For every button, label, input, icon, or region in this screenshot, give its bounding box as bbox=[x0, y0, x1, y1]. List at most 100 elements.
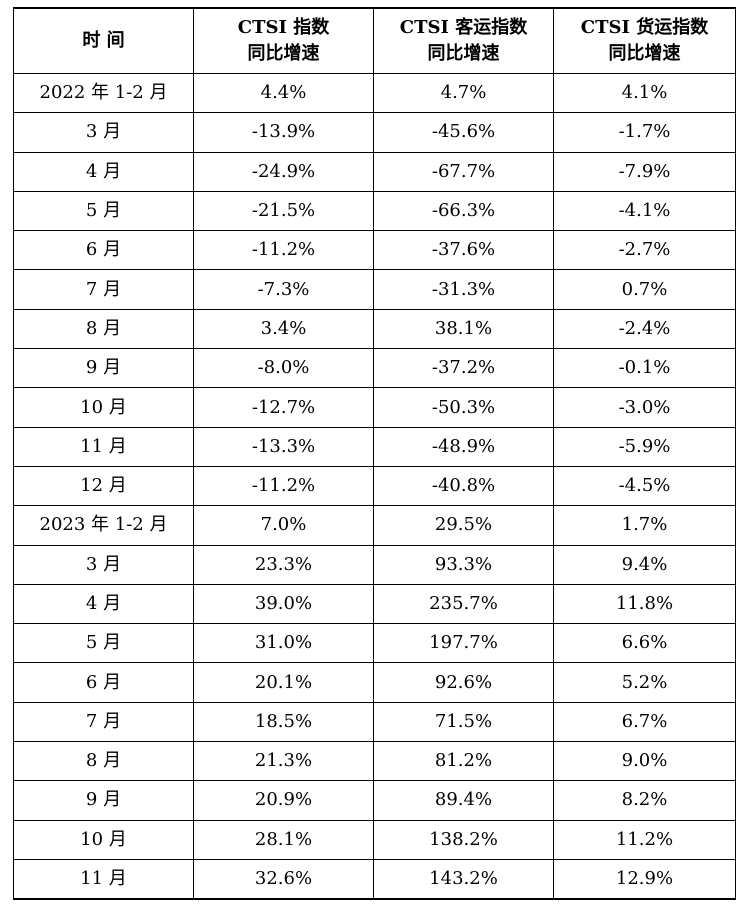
ctsi-index-growth-cell: -21.5% bbox=[193, 190, 374, 232]
passenger-index-growth-cell: -37.2% bbox=[373, 348, 554, 389]
table-row: 10 月 -12.7% -50.3% -3.0% bbox=[13, 387, 736, 428]
table-header: 时 间 CTSI 指数 同比增速 CTSI 客运指数 同比增速 CTSI 货运指数 同比增速 bbox=[13, 7, 736, 74]
period-cell: 5 月 bbox=[13, 190, 194, 232]
period-cell: 3 月 bbox=[13, 544, 194, 585]
freight-index-growth-cell: 9.0% bbox=[553, 741, 736, 782]
passenger-index-growth-cell: -48.9% bbox=[373, 426, 554, 467]
column-header-line: CTSI 客运指数 bbox=[399, 17, 528, 38]
ctsi-index-growth-cell: 23.3% bbox=[193, 544, 374, 585]
freight-index-growth-cell: -7.9% bbox=[553, 151, 736, 192]
freight-index-growth-cell: 1.7% bbox=[553, 505, 736, 546]
passenger-index-growth-cell: 93.3% bbox=[373, 544, 554, 585]
ctsi-index-growth-cell: -13.9% bbox=[193, 112, 374, 153]
period-cell: 5 月 bbox=[13, 623, 194, 664]
passenger-index-growth-cell: 38.1% bbox=[373, 308, 554, 350]
freight-index-growth-cell: 6.7% bbox=[553, 701, 736, 743]
column-header-line: 同比增速 bbox=[608, 43, 681, 64]
header-row: 时 间 CTSI 指数 同比增速 CTSI 客运指数 同比增速 CTSI 货运指数 同比增速 bbox=[13, 7, 736, 74]
table-row: 12 月 -11.2% -40.8% -4.5% bbox=[13, 465, 736, 507]
passenger-index-growth-cell: -40.8% bbox=[373, 465, 554, 507]
freight-index-growth-cell: -2.4% bbox=[553, 308, 736, 350]
header-ctsi-freight-index: CTSI 货运指数 同比增速 bbox=[553, 7, 736, 74]
freight-index-growth-cell: -0.1% bbox=[553, 348, 736, 389]
passenger-index-growth-cell: -66.3% bbox=[373, 190, 554, 232]
column-header-line: CTSI 货运指数 bbox=[580, 17, 709, 38]
header-ctsi-passenger-index: CTSI 客运指数 同比增速 bbox=[373, 7, 554, 74]
period-cell: 4 月 bbox=[13, 151, 194, 192]
table-row: 8 月 3.4% 38.1% -2.4% bbox=[13, 308, 736, 350]
ctsi-index-growth-cell: -24.9% bbox=[193, 151, 374, 192]
passenger-index-growth-cell: 197.7% bbox=[373, 623, 554, 664]
table-row: 8 月 21.3% 81.2% 9.0% bbox=[13, 741, 736, 782]
table-row: 3 月 -13.9% -45.6% -1.7% bbox=[13, 112, 736, 153]
period-cell: 12 月 bbox=[13, 465, 194, 507]
ctsi-index-growth-cell: -11.2% bbox=[193, 230, 374, 271]
period-cell: 4 月 bbox=[13, 583, 194, 625]
table-row: 5 月 -21.5% -66.3% -4.1% bbox=[13, 190, 736, 232]
period-cell: 11 月 bbox=[13, 858, 194, 900]
period-cell: 6 月 bbox=[13, 662, 194, 703]
passenger-index-growth-cell: 29.5% bbox=[373, 505, 554, 546]
period-cell: 7 月 bbox=[13, 701, 194, 743]
column-header-line: 同比增速 bbox=[427, 43, 500, 64]
period-cell: 8 月 bbox=[13, 741, 194, 782]
period-cell: 2022 年 1-2 月 bbox=[13, 72, 194, 114]
period-cell: 11 月 bbox=[13, 426, 194, 467]
freight-index-growth-cell: -4.1% bbox=[553, 190, 736, 232]
ctsi-index-growth-cell: 7.0% bbox=[193, 505, 374, 546]
ctsi-index-growth-cell: 31.0% bbox=[193, 623, 374, 664]
header-ctsi-index: CTSI 指数 同比增速 bbox=[193, 7, 374, 74]
ctsi-index-growth-cell: -12.7% bbox=[193, 387, 374, 428]
period-cell: 7 月 bbox=[13, 269, 194, 310]
freight-index-growth-cell: -1.7% bbox=[553, 112, 736, 153]
ctsi-index-growth-cell: 28.1% bbox=[193, 819, 374, 860]
freight-index-growth-cell: 0.7% bbox=[553, 269, 736, 310]
ctsi-index-growth-cell: -8.0% bbox=[193, 348, 374, 389]
table-row: 2023 年 1-2 月 7.0% 29.5% 1.7% bbox=[13, 505, 736, 546]
ctsi-index-growth-cell: 21.3% bbox=[193, 741, 374, 782]
table-row: 11 月 -13.3% -48.9% -5.9% bbox=[13, 426, 736, 467]
table-row: 6 月 20.1% 92.6% 5.2% bbox=[13, 662, 736, 703]
freight-index-growth-cell: 11.2% bbox=[553, 819, 736, 860]
passenger-index-growth-cell: 4.7% bbox=[373, 72, 554, 114]
ctsi-index-growth-cell: 20.9% bbox=[193, 780, 374, 821]
ctsi-index-growth-cell: 32.6% bbox=[193, 858, 374, 900]
passenger-index-growth-cell: 138.2% bbox=[373, 819, 554, 860]
freight-index-growth-cell: 5.2% bbox=[553, 662, 736, 703]
ctsi-index-growth-cell: -11.2% bbox=[193, 465, 374, 507]
freight-index-growth-cell: 8.2% bbox=[553, 780, 736, 821]
table-row: 7 月 18.5% 71.5% 6.7% bbox=[13, 701, 736, 743]
period-cell: 9 月 bbox=[13, 348, 194, 389]
passenger-index-growth-cell: -50.3% bbox=[373, 387, 554, 428]
passenger-index-growth-cell: 143.2% bbox=[373, 858, 554, 900]
passenger-index-growth-cell: 92.6% bbox=[373, 662, 554, 703]
freight-index-growth-cell: 4.1% bbox=[553, 72, 736, 114]
ctsi-index-growth-cell: 20.1% bbox=[193, 662, 374, 703]
ctsi-index-growth-cell: 18.5% bbox=[193, 701, 374, 743]
ctsi-index-growth-cell: 4.4% bbox=[193, 72, 374, 114]
freight-index-growth-cell: -3.0% bbox=[553, 387, 736, 428]
passenger-index-growth-cell: -45.6% bbox=[373, 112, 554, 153]
ctsi-growth-table: 时 间 CTSI 指数 同比增速 CTSI 客运指数 同比增速 CTSI 货运指数 同比增速… bbox=[13, 7, 736, 901]
period-cell: 10 月 bbox=[13, 387, 194, 428]
column-header-line: 同比增速 bbox=[247, 43, 320, 64]
table-row: 9 月 -8.0% -37.2% -0.1% bbox=[13, 348, 736, 389]
passenger-index-growth-cell: 89.4% bbox=[373, 780, 554, 821]
data-table-container: 时 间 CTSI 指数 同比增速 CTSI 客运指数 同比增速 CTSI 货运指数 同比增速… bbox=[13, 7, 736, 901]
table-row: 3 月 23.3% 93.3% 9.4% bbox=[13, 544, 736, 585]
header-time: 时 间 bbox=[13, 7, 194, 74]
table-row: 2022 年 1-2 月 4.4% 4.7% 4.1% bbox=[13, 72, 736, 114]
freight-index-growth-cell: 6.6% bbox=[553, 623, 736, 664]
passenger-index-growth-cell: -37.6% bbox=[373, 230, 554, 271]
passenger-index-growth-cell: -67.7% bbox=[373, 151, 554, 192]
ctsi-index-growth-cell: -7.3% bbox=[193, 269, 374, 310]
table-row: 6 月 -11.2% -37.6% -2.7% bbox=[13, 230, 736, 271]
freight-index-growth-cell: 9.4% bbox=[553, 544, 736, 585]
column-header-line: 时 间 bbox=[82, 30, 125, 51]
table-row: 5 月 31.0% 197.7% 6.6% bbox=[13, 623, 736, 664]
table-row: 7 月 -7.3% -31.3% 0.7% bbox=[13, 269, 736, 310]
table-row: 4 月 -24.9% -67.7% -7.9% bbox=[13, 151, 736, 192]
passenger-index-growth-cell: 235.7% bbox=[373, 583, 554, 625]
passenger-index-growth-cell: 81.2% bbox=[373, 741, 554, 782]
freight-index-growth-cell: 11.8% bbox=[553, 583, 736, 625]
